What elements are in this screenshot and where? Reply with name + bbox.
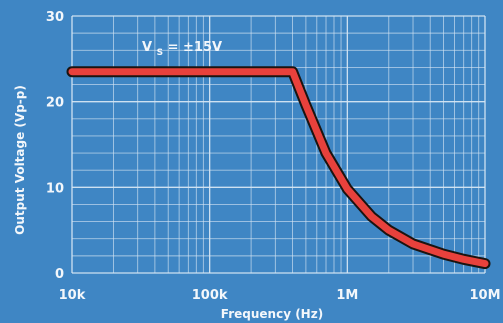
tick-labels: 10k 100k 1M 10M 0 10 20 30 [46, 10, 501, 303]
annotation-suffix: = ±15V [168, 40, 222, 55]
x-tick-label: 10k [59, 288, 86, 303]
y-tick-label: 30 [46, 10, 64, 25]
x-tick-label: 100k [192, 288, 228, 303]
annotation-subscript: S [157, 48, 163, 58]
x-tick-label: 1M [336, 288, 358, 303]
y-axis-label: Output Voltage (Vp-p) [13, 85, 27, 235]
grid [71, 15, 486, 274]
series-layer [66, 66, 491, 270]
y-tick-label: 10 [46, 181, 64, 196]
x-tick-label: 10M [469, 288, 500, 303]
x-axis-label: Frequency (Hz) [221, 307, 323, 321]
series-line-outline [66, 66, 491, 270]
y-tick-label: 0 [55, 267, 64, 282]
supply-voltage-annotation: V S = ±15V [142, 40, 222, 59]
y-tick-label: 20 [46, 96, 64, 111]
annotation-prefix: V [142, 40, 152, 55]
series-line [68, 68, 489, 268]
